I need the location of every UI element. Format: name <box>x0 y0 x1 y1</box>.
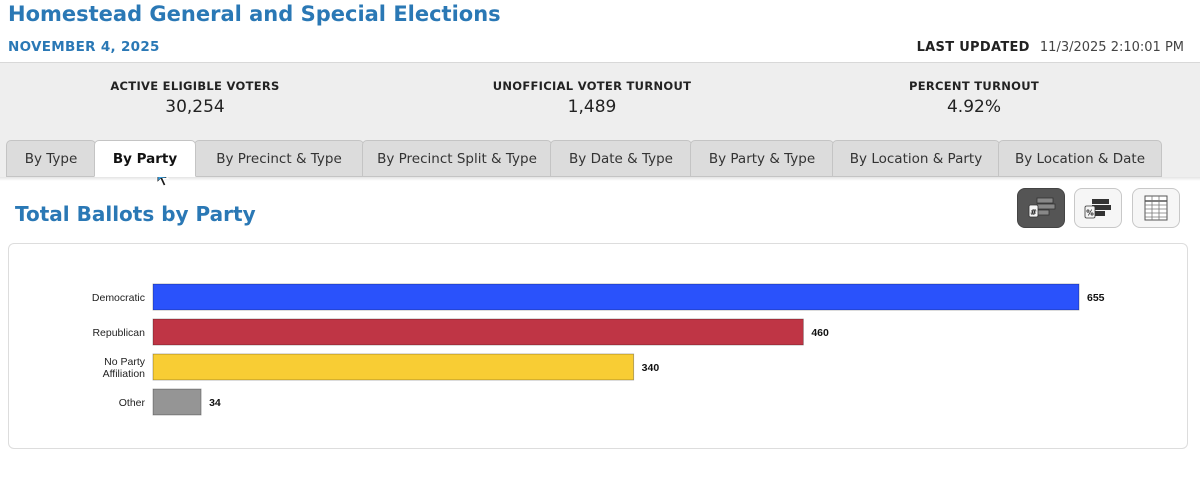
count-bar-chart-button[interactable]: # <box>1017 188 1065 228</box>
last-updated-value: 11/3/2025 2:10:01 PM <box>1039 40 1184 55</box>
bar-value-label: 34 <box>209 397 221 409</box>
tab-by-type[interactable]: By Type <box>6 140 96 177</box>
election-title: Homestead General and Special Elections <box>8 2 501 26</box>
count-bar-chart-icon: # <box>1028 197 1056 218</box>
tab-by-location-and-date[interactable]: By Location & Date <box>998 140 1162 177</box>
tab-by-precinct-split-and-type[interactable]: By Precinct Split & Type <box>362 140 552 177</box>
stat-active-eligible-voters: ACTIVE ELIGIBLE VOTERS 30,254 <box>45 79 345 117</box>
category-label: Other <box>119 397 146 409</box>
bar-0 <box>152 283 1080 311</box>
ballots-by-party-chart: 655 Democratic 460 Republican 340 No Party Aff… <box>8 243 1188 449</box>
stat-label: ACTIVE ELIGIBLE VOTERS <box>110 79 280 93</box>
stat-label: UNOFFICIAL VOTER TURNOUT <box>492 79 692 93</box>
stat-percent-turnout: PERCENT TURNOUT 4.92% <box>824 79 1124 117</box>
stat-value: 1,489 <box>567 97 617 117</box>
bar-2 <box>152 353 635 381</box>
percent-bar-chart-button[interactable]: % <box>1074 188 1122 228</box>
tab-by-precinct-and-type[interactable]: By Precinct & Type <box>194 140 364 177</box>
bar-3 <box>152 388 202 416</box>
category-label: Democratic <box>92 292 145 304</box>
category-label: Affiliation <box>103 368 146 380</box>
tab-divider <box>0 177 1200 181</box>
bar-chart-svg: 655 Democratic 460 Republican 340 No PartyAff… <box>92 283 1105 416</box>
page-header: Homestead General and Special Elections … <box>0 0 1200 62</box>
svg-text:#: # <box>1030 208 1037 217</box>
tab-by-party[interactable]: By Party <box>94 140 196 177</box>
category-label: Republican <box>92 327 145 339</box>
category-label: No Party <box>104 356 146 368</box>
svg-text:%: % <box>1086 209 1094 218</box>
tab-by-date-and-type[interactable]: By Date & Type <box>550 140 692 177</box>
last-updated-label: LAST UPDATED <box>916 40 1030 55</box>
stat-value: 30,254 <box>165 97 225 117</box>
stat-value: 4.92% <box>946 97 1001 117</box>
report-tabs: By Type By Party By Precinct & Type By P… <box>0 140 1200 177</box>
stat-label: PERCENT TURNOUT <box>908 79 1040 93</box>
election-date: NOVEMBER 4, 2025 <box>8 39 160 55</box>
table-view-button[interactable] <box>1132 188 1180 228</box>
bar-1 <box>152 318 804 346</box>
chart-section-title: Total Ballots by Party <box>15 202 256 226</box>
tab-by-party-and-type[interactable]: By Party & Type <box>690 140 834 177</box>
bar-value-label: 460 <box>811 327 829 339</box>
percent-bar-chart-icon: % <box>1084 199 1111 219</box>
stat-unofficial-voter-turnout: UNOFFICIAL VOTER TURNOUT 1,489 <box>442 79 742 117</box>
bar-value-label: 655 <box>1087 292 1105 304</box>
last-updated: LAST UPDATED 11/3/2025 2:10:01 PM <box>917 40 1184 55</box>
table-view-icon <box>1144 195 1168 221</box>
bar-value-label: 340 <box>642 362 660 374</box>
tab-by-location-and-party[interactable]: By Location & Party <box>832 140 1000 177</box>
